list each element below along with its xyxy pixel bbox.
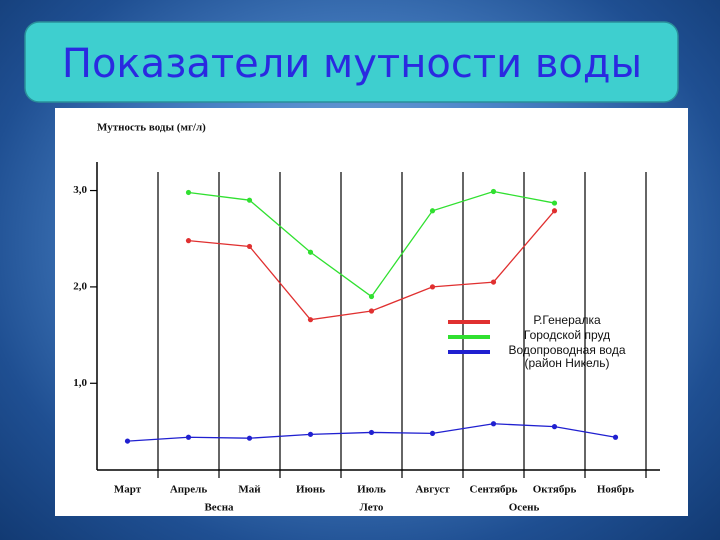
- data-point: [551, 424, 558, 430]
- legend-swatch: [448, 320, 490, 324]
- data-point: [307, 431, 314, 437]
- y-tick-label: 1,0: [73, 377, 87, 389]
- x-tick-label: Ноябрь: [597, 484, 634, 496]
- data-point: [246, 197, 253, 203]
- y-tick-label: 3,0: [73, 184, 87, 196]
- data-point: [551, 208, 558, 214]
- data-point: [429, 430, 436, 436]
- legend: Р.Генералка Городской пруд Водопроводная в…: [440, 314, 640, 372]
- data-point: [612, 434, 619, 440]
- chart-title: Показатели мутности воды: [62, 41, 642, 87]
- x-tick-label: Июнь: [296, 484, 325, 496]
- x-tick-label: Октябрь: [533, 484, 577, 496]
- legend-swatch: [448, 350, 490, 354]
- data-point: [368, 293, 375, 300]
- legend-item: Водопроводная вода (район Никель): [440, 344, 640, 370]
- legend-swatch: [448, 335, 490, 339]
- data-point: [429, 208, 436, 214]
- data-point: [124, 438, 131, 444]
- legend-label: Водопроводная вода (район Никель): [508, 343, 626, 370]
- x-tick-label: Май: [238, 484, 261, 496]
- x-tick-label: Сентябрь: [470, 484, 518, 496]
- legend-item: Городской пруд: [440, 329, 640, 342]
- title-box: [24, 21, 679, 103]
- data-point: [490, 188, 497, 195]
- data-point: [429, 284, 436, 290]
- data-point: [490, 279, 497, 285]
- data-point: [490, 421, 497, 427]
- data-point: [307, 317, 314, 323]
- data-point: [185, 238, 192, 244]
- x-tick-label: Август: [415, 484, 450, 496]
- x-tick-label: Июль: [357, 484, 386, 496]
- group-label: Весна: [204, 502, 234, 514]
- legend-label: Р.Генералка: [533, 313, 601, 327]
- data-point: [551, 200, 558, 206]
- x-tick-label: Март: [114, 484, 142, 496]
- data-point: [368, 308, 375, 314]
- y-tick-label: 2,0: [73, 280, 87, 292]
- group-label: Лето: [360, 502, 384, 514]
- data-point: [307, 249, 314, 255]
- data-point: [368, 429, 375, 436]
- data-point: [185, 434, 192, 440]
- group-label: Осень: [509, 502, 540, 514]
- legend-label: Городской пруд: [523, 328, 611, 342]
- data-point: [246, 243, 253, 250]
- data-point: [185, 189, 192, 196]
- legend-item: Р.Генералка: [440, 314, 640, 327]
- data-point: [246, 435, 253, 441]
- x-tick-label: Апрель: [170, 484, 207, 496]
- y-axis-label: Мутность воды (мг/л): [97, 122, 206, 134]
